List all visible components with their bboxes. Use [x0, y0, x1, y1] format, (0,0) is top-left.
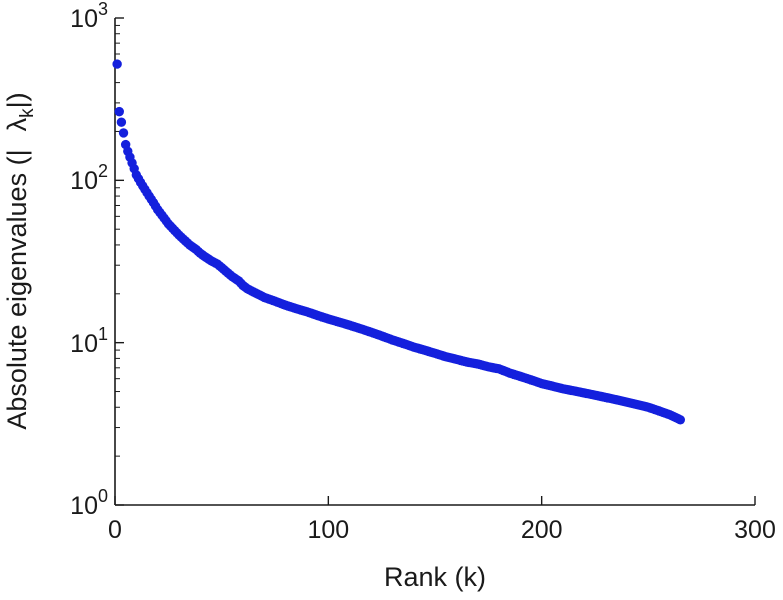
y-tick-label-1e3: 103: [70, 0, 108, 33]
y-ticks: [115, 17, 124, 506]
y-tick-label-1e1: 101: [70, 324, 108, 358]
x-tick-label-200: 200: [521, 516, 563, 544]
eigenvalue-markers: [112, 59, 686, 425]
y-axis-label: Absolute eigenvalues (|λk|): [2, 92, 38, 429]
x-ticks: [114, 496, 756, 505]
x-tick-label-300: 300: [734, 516, 776, 544]
y-minor-ticks: [115, 24, 120, 457]
y-tick-label-1e2: 102: [70, 161, 108, 195]
y-tick-label-1e0: 100: [70, 486, 108, 520]
x-tick-label-0: 0: [108, 516, 122, 544]
x-tick-label-100: 100: [307, 516, 349, 544]
plot-area: [112, 17, 756, 506]
x-axis-label: Rank (k): [384, 562, 486, 592]
